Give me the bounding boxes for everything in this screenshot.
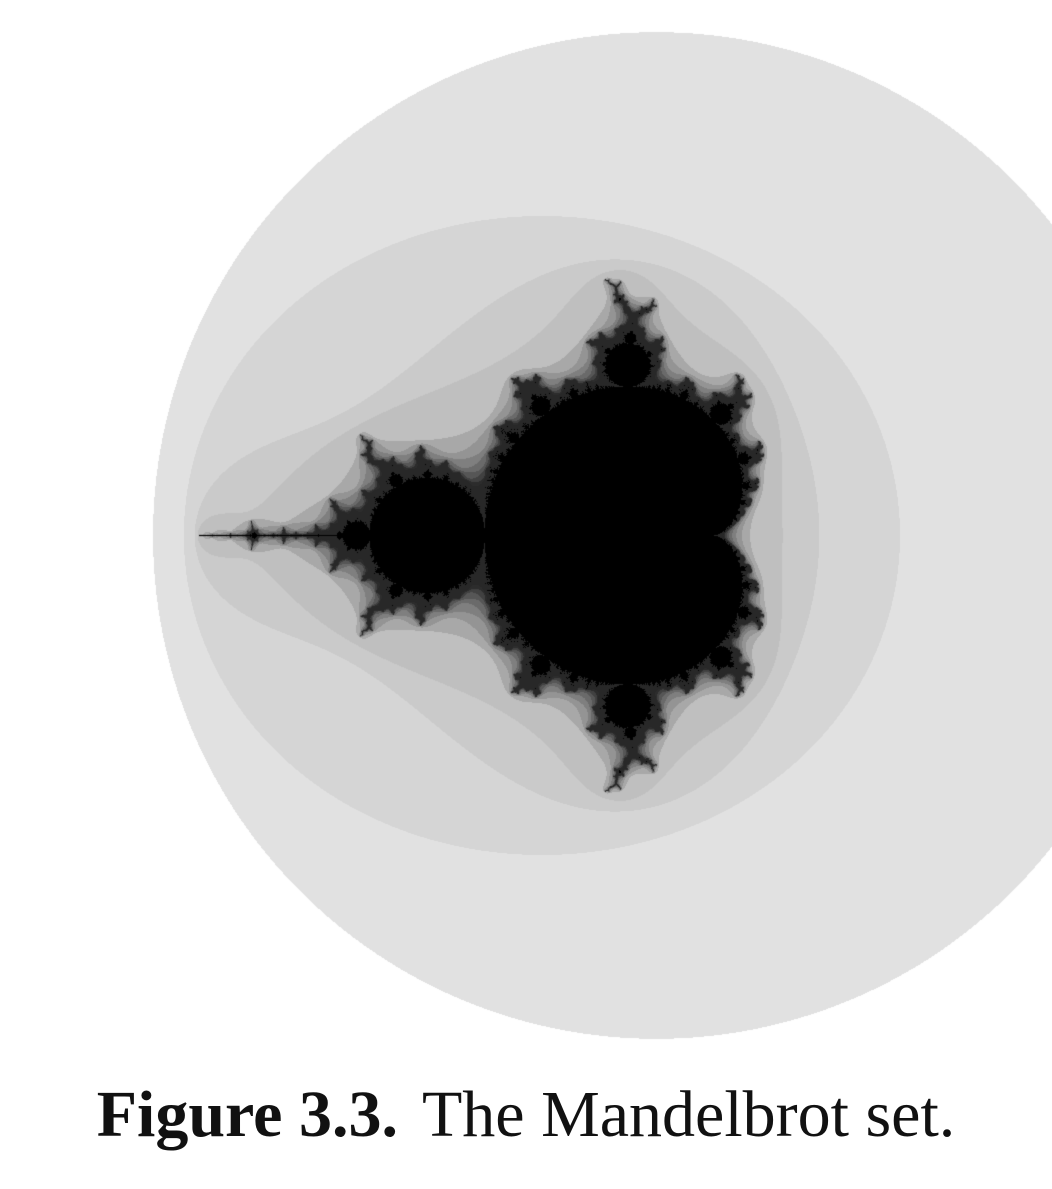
figure-caption: Figure 3.3. The Mandelbrot set.	[0, 1082, 1052, 1148]
mandelbrot-set-image	[0, 0, 1052, 1060]
figure-label: Figure 3.3.	[97, 1078, 398, 1151]
caption-text: The Mandelbrot set.	[422, 1078, 955, 1151]
